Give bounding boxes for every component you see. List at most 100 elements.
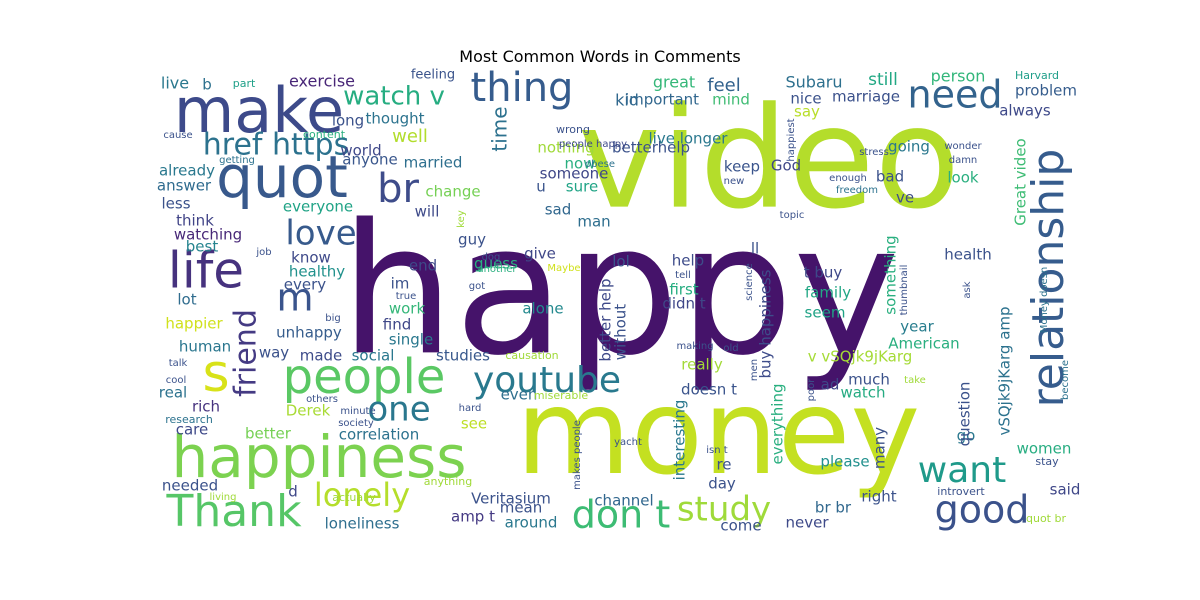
cloud-word-everyone: everyone <box>283 198 353 216</box>
cloud-word-society: society <box>338 418 374 429</box>
cloud-word-correlation: correlation <box>339 426 420 444</box>
cloud-word-really: really <box>681 356 723 374</box>
cloud-word-now: now <box>565 155 596 173</box>
cloud-word-obese: obese <box>585 159 615 170</box>
cloud-word-sad: sad <box>545 201 572 219</box>
cloud-word-better-help: better help <box>597 278 615 361</box>
cloud-word-doesn-t: doesn t <box>681 381 737 399</box>
cloud-word-everything: everything <box>769 384 787 465</box>
cloud-word-go: go <box>957 427 976 445</box>
cloud-word-freedom: freedom <box>836 185 878 196</box>
cloud-word-bad: bad <box>876 168 904 186</box>
cloud-word-way: way <box>259 344 289 362</box>
cloud-word-thought: thought <box>366 110 425 128</box>
cloud-word-re: re <box>716 456 731 474</box>
cloud-word-m: m <box>276 276 313 320</box>
cloud-word-much: much <box>848 371 890 389</box>
cloud-word-work: work <box>389 300 426 318</box>
cloud-word-quot-br: quot br <box>1026 512 1066 525</box>
cloud-word-d: d <box>288 483 298 501</box>
cloud-word-women: women <box>1017 440 1072 458</box>
cloud-word-topic: topic <box>780 210 805 221</box>
cloud-word-going: going <box>888 138 930 156</box>
cloud-word-never: never <box>785 514 829 532</box>
cloud-word-great: great <box>653 73 695 92</box>
cloud-word-s: s <box>202 344 229 404</box>
cloud-word-b: b <box>202 76 212 94</box>
cloud-word-u: u <box>536 178 546 196</box>
cloud-word-find: find <box>383 316 411 334</box>
cloud-word-enough: enough <box>829 173 867 184</box>
cloud-word-give: give <box>524 245 556 263</box>
cloud-word-got: got <box>469 281 485 292</box>
cloud-word-interesting: interesting <box>671 400 689 481</box>
cloud-word-actually: actually <box>332 491 376 504</box>
cloud-word-relationship: relationship <box>1023 149 1074 408</box>
cloud-word-feel: feel <box>707 75 741 96</box>
cloud-word-real: real <box>159 384 187 402</box>
cloud-word-old: old <box>723 343 738 354</box>
cloud-word-part: part <box>233 77 256 90</box>
cloud-word-loneliness: loneliness <box>325 515 400 533</box>
cloud-word-wrong: wrong <box>556 123 590 136</box>
cloud-word-br: br <box>377 166 419 212</box>
cloud-word-mind: mind <box>712 91 750 109</box>
cloud-word-thank: Thank <box>165 486 302 537</box>
cloud-word-harvard: Harvard <box>1015 69 1059 82</box>
cloud-word-already: already <box>159 162 215 180</box>
cloud-word-someone: someone <box>540 165 609 183</box>
cloud-word-t-buy: t buy <box>804 264 843 282</box>
cloud-word-new: new <box>724 176 745 187</box>
cloud-word-happiest: happiest <box>786 118 797 161</box>
cloud-word-want: want <box>918 450 1006 491</box>
cloud-word-didn-t: didn t <box>662 295 705 313</box>
cloud-word-amp-t: amp t <box>451 508 495 526</box>
cloud-word-look: look <box>947 169 979 187</box>
cloud-word-cause: cause <box>163 130 192 141</box>
cloud-word-better: better <box>245 425 292 443</box>
cloud-word-alone: alone <box>522 300 563 318</box>
cloud-word-time: time <box>488 106 512 151</box>
cloud-word-video: video <box>578 78 960 241</box>
cloud-word-say: say <box>794 103 820 121</box>
cloud-word-nice: nice <box>790 90 821 108</box>
cloud-word-getting: getting <box>219 155 255 166</box>
cloud-word-think: think <box>176 212 214 230</box>
cloud-word-mean: mean <box>500 499 543 517</box>
cloud-word-said: said <box>1050 481 1081 499</box>
cloud-word-one: one <box>367 390 430 430</box>
cloud-word-anything: anything <box>424 475 473 488</box>
cloud-word-long: long <box>332 112 364 130</box>
cloud-word-stay: stay <box>1035 455 1059 468</box>
cloud-word-still: still <box>868 70 898 90</box>
cloud-word-feeling: feeling <box>411 68 455 83</box>
cloud-word-job: job <box>255 247 271 258</box>
cloud-word-answer: answer <box>157 177 212 195</box>
cloud-word-happiness: happiness <box>172 423 467 491</box>
cloud-word-nothing: nothing <box>537 139 594 157</box>
cloud-word-year: year <box>900 318 934 336</box>
cloud-word-talk: talk <box>169 358 188 369</box>
cloud-word-live: live <box>161 74 189 93</box>
cloud-word-science: science <box>744 263 755 301</box>
cloud-word-lol: lol <box>612 253 630 271</box>
cloud-word-thing: thing <box>471 65 574 111</box>
cloud-word-hard: hard <box>459 403 482 414</box>
cloud-word-american: American <box>888 335 959 353</box>
cloud-word-stress: stress <box>859 147 889 158</box>
cloud-word-day: day <box>708 475 736 493</box>
cloud-word-change: change <box>425 183 480 201</box>
cloud-word-don-t: don t <box>572 493 670 537</box>
cloud-word-around: around <box>505 514 558 532</box>
cloud-word-man: man <box>577 213 610 231</box>
cloud-word-damn: damn <box>949 155 978 166</box>
cloud-word-first: first <box>669 281 698 299</box>
cloud-word-without: without <box>612 304 630 361</box>
cloud-word-good: good <box>935 488 1030 532</box>
cloud-word-im: im <box>391 275 410 293</box>
cloud-word-keep: keep <box>724 158 760 176</box>
cloud-word-human: human <box>179 338 231 356</box>
cloud-word-needed: needed <box>162 477 218 495</box>
cloud-word-know: know <box>291 249 331 267</box>
